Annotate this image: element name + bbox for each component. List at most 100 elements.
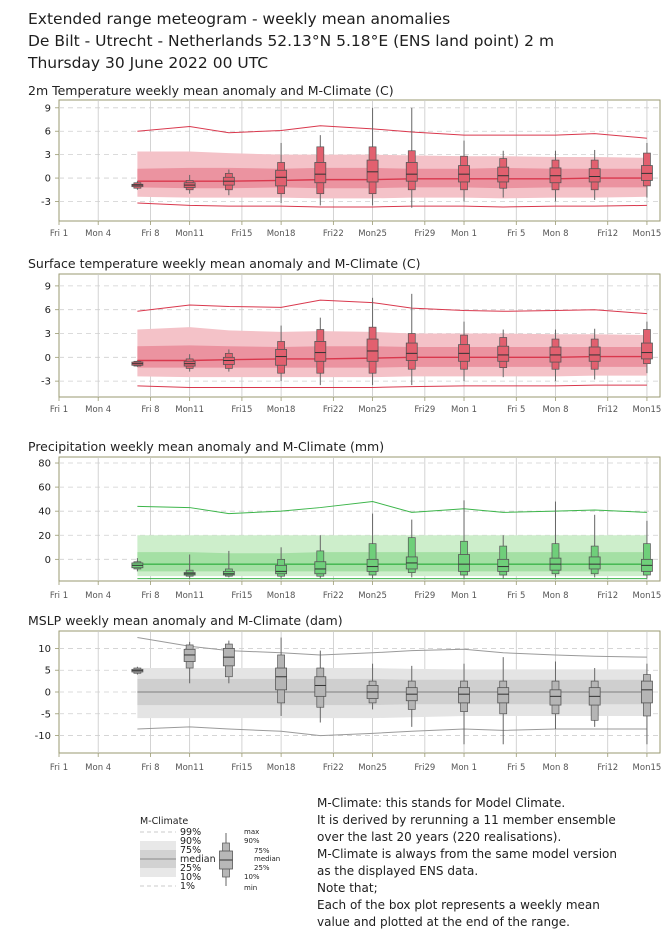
box-plot — [366, 663, 379, 710]
box-plot — [183, 554, 196, 579]
mclimate-p99-line — [137, 501, 647, 515]
box-plot — [641, 520, 653, 579]
note-line: Each of the box plot represents a weekly… — [317, 898, 600, 912]
legend-box-label: min — [244, 884, 257, 892]
x-tick-label: Fri 1 — [50, 591, 68, 601]
legend-box-label: 90% — [244, 837, 260, 845]
box-inner-25-75 — [588, 346, 601, 362]
box-plot — [549, 661, 562, 730]
mclimate-median-line — [137, 177, 647, 182]
box-inner-25-75 — [497, 345, 510, 362]
box-inner-25-75 — [497, 558, 510, 572]
x-tick-label: Fri 8 — [141, 229, 159, 239]
box-plot — [497, 535, 510, 579]
y-tick-label: 0 — [45, 555, 51, 566]
x-tick-label: Fri12 — [597, 405, 618, 415]
box-plot — [588, 328, 601, 380]
note-line: M-Climate is always from the same model … — [317, 847, 617, 861]
x-tick-label: Mon11 — [175, 229, 204, 239]
x-tick-label: Mon 1 — [451, 763, 477, 773]
box-plot — [366, 513, 379, 579]
run-date-subtitle: Thursday 30 June 2022 00 UTC — [28, 54, 269, 72]
y-tick-label: -10 — [35, 731, 51, 742]
x-tick-label: Fri29 — [414, 229, 435, 239]
box-plot — [641, 321, 653, 374]
box-plot — [588, 668, 601, 727]
panel-title: Precipitation weekly mean anomaly and M-… — [28, 439, 384, 454]
legend-box-label: median — [254, 855, 280, 863]
box-plot — [549, 329, 562, 382]
x-tick-label: Mon25 — [358, 229, 387, 239]
box-plot — [366, 297, 379, 386]
legend-box-label: 10% — [244, 873, 260, 881]
box-plot — [641, 663, 653, 745]
x-tick-label: Mon18 — [267, 591, 296, 601]
note-line: as the displayed ENS data. — [317, 864, 479, 878]
box-inner-25-75 — [366, 338, 379, 362]
x-tick-label: Mon11 — [175, 763, 204, 773]
box-plot — [275, 547, 288, 579]
box-plot — [497, 150, 510, 198]
mclimate-notes: M-Climate: this stands for Model Climate… — [317, 795, 657, 931]
plot-frame — [58, 99, 661, 222]
box-inner-25-75 — [458, 687, 470, 704]
x-tick-label: Fri12 — [597, 591, 618, 601]
box-inner-25-75 — [275, 667, 288, 691]
box-plot — [366, 107, 379, 206]
x-tick-label: Mon 8 — [542, 591, 568, 601]
box-inner-25-75 — [405, 342, 418, 361]
x-tick-label: Fri15 — [231, 763, 252, 773]
y-tick-label: 0 — [45, 353, 51, 364]
box-inner-25-75 — [275, 169, 288, 187]
box-inner-25-75 — [275, 564, 288, 575]
box-plot — [314, 135, 327, 206]
legend-title: M-Climate — [140, 816, 188, 827]
x-tick-label: Fri15 — [231, 229, 252, 239]
box-plot — [275, 142, 288, 204]
legend-climate-label: 10% — [180, 872, 201, 883]
box-inner-25-75 — [641, 680, 653, 704]
panel-title: 2m Temperature weekly mean anomaly and M… — [28, 83, 394, 98]
legend-climate-label: 25% — [180, 863, 201, 874]
legend-box-label: 75% — [254, 847, 270, 855]
box-plot — [405, 519, 418, 578]
x-tick-label: Mon 8 — [542, 763, 568, 773]
y-tick-label: 20 — [38, 531, 51, 542]
x-tick-label: Fri 5 — [507, 763, 525, 773]
box-inner-25-75 — [366, 558, 379, 572]
x-tick-label: Fri 5 — [507, 229, 525, 239]
mclimate-p1-line — [137, 202, 647, 208]
box-plot — [405, 665, 418, 727]
x-tick-label: Mon11 — [175, 591, 204, 601]
note-line: It is derived by rerunning a 11 member e… — [317, 813, 616, 827]
box-inner-25-75 — [458, 554, 470, 572]
x-tick-label: Fri22 — [323, 763, 344, 773]
legend-climate-label: 75% — [180, 845, 201, 856]
legend-box-label: 25% — [254, 864, 270, 872]
x-tick-label: Mon 4 — [85, 405, 111, 415]
box-plot — [458, 321, 470, 382]
mclimate-p99-line — [137, 299, 647, 315]
x-tick-label: Fri12 — [597, 229, 618, 239]
box-plot — [458, 140, 470, 202]
box-plot — [222, 349, 235, 372]
x-tick-label: Mon25 — [358, 591, 387, 601]
y-tick-label: -3 — [41, 377, 51, 388]
x-tick-label: Fri 1 — [50, 763, 68, 773]
mclimate-band-25-75 — [137, 345, 647, 368]
mclimate-band-25-75 — [137, 167, 647, 189]
box-inner-25-75 — [366, 159, 379, 183]
box-plot — [458, 500, 470, 579]
box-plot — [405, 107, 418, 208]
mclimate-p1-line — [137, 384, 647, 388]
box-plot — [131, 666, 144, 675]
plot-frame — [58, 273, 661, 398]
x-tick-label: Mon 8 — [542, 229, 568, 239]
box-plot — [275, 325, 288, 382]
box-inner-25-75 — [549, 689, 562, 706]
box-plot — [131, 558, 144, 572]
x-tick-label: Mon 4 — [85, 229, 111, 239]
y-tick-label: -3 — [41, 197, 51, 208]
panel-3: Precipitation weekly mean anomaly and M-… — [28, 439, 661, 601]
page-title: Extended range meteogram - weekly mean a… — [28, 10, 451, 28]
